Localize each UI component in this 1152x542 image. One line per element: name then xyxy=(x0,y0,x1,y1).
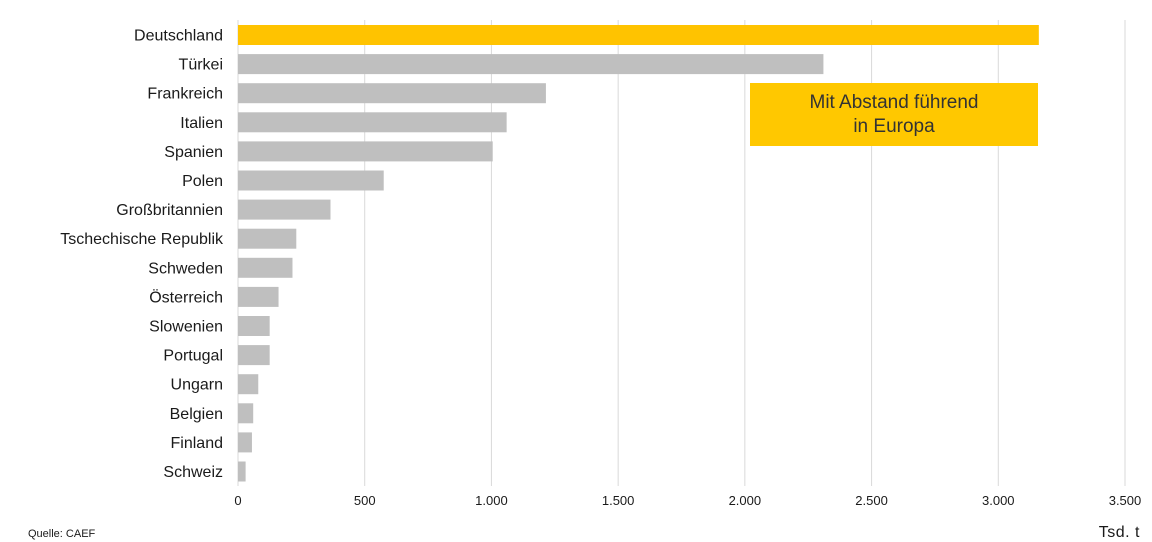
callout-background xyxy=(750,83,1038,146)
x-tick-label: 1.500 xyxy=(602,493,635,508)
bar-12 xyxy=(238,374,259,395)
category-label: Frankreich xyxy=(147,86,223,103)
category-label: Türkei xyxy=(179,57,223,74)
category-label: Schweiz xyxy=(163,464,223,481)
bar-3 xyxy=(238,112,507,133)
category-label: Großbritannien xyxy=(116,202,223,219)
category-label: Tschechische Republik xyxy=(60,231,224,248)
category-label: Ungarn xyxy=(171,377,223,394)
bar-4 xyxy=(238,141,493,162)
x-tick-label: 1.000 xyxy=(475,493,508,508)
category-label: Spanien xyxy=(164,144,223,161)
x-tick-label: 2.000 xyxy=(729,493,762,508)
bar-1 xyxy=(238,54,824,75)
x-tick-label: 500 xyxy=(354,493,376,508)
category-label: Schweden xyxy=(148,260,223,277)
category-label: Polen xyxy=(182,173,223,190)
bar-7 xyxy=(238,228,297,249)
bar-0 xyxy=(238,25,1039,45)
bar-5 xyxy=(238,170,384,191)
bar-14 xyxy=(238,432,252,453)
x-tick-label: 0 xyxy=(234,493,241,508)
bar-8 xyxy=(238,257,293,278)
category-label: Finland xyxy=(171,435,223,452)
source-note: Quelle: CAEF xyxy=(28,528,96,540)
category-label: Österreich xyxy=(149,288,223,306)
bar-13 xyxy=(238,403,254,424)
bar-6 xyxy=(238,199,331,220)
bar-10 xyxy=(238,316,270,336)
bar-9 xyxy=(238,286,279,307)
bar-2 xyxy=(238,83,546,104)
bar-11 xyxy=(238,345,270,366)
x-tick-label: 2.500 xyxy=(855,493,888,508)
x-tick-label: 3.500 xyxy=(1109,493,1142,508)
category-label: Deutschland xyxy=(134,28,223,45)
x-tick-label: 3.000 xyxy=(982,493,1015,508)
x-axis-unit-label: Tsd. t xyxy=(1098,524,1140,541)
category-label: Belgien xyxy=(170,406,223,423)
bar-15 xyxy=(238,461,246,482)
category-label: Portugal xyxy=(163,348,223,365)
category-label: Italien xyxy=(180,115,223,132)
category-label: Slowenien xyxy=(149,319,223,336)
callout-box: Mit Abstand führend in Europa xyxy=(809,91,979,137)
